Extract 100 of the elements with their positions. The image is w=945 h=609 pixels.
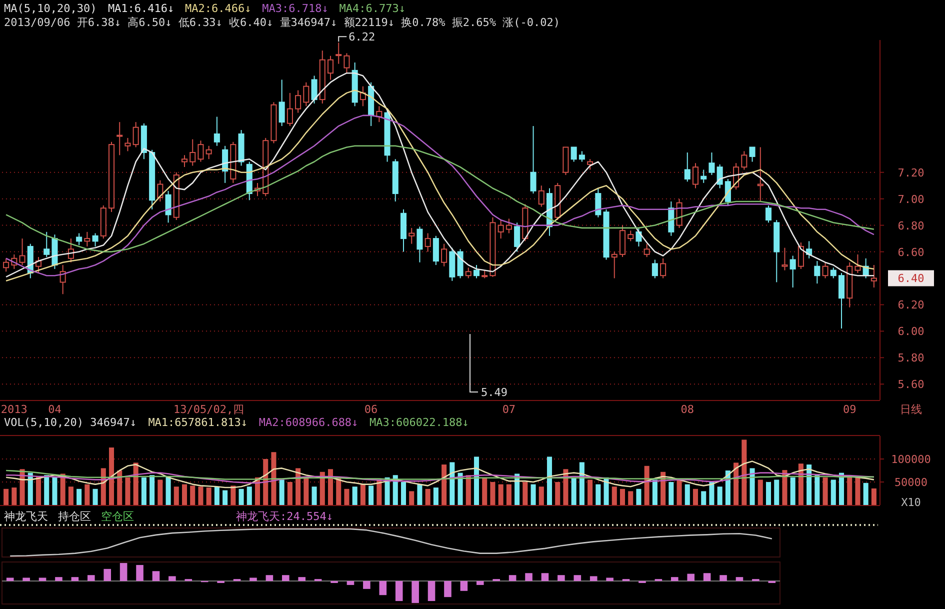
candlestick: [19, 238, 26, 266]
candlestick: [473, 264, 480, 279]
text: 空仓区: [101, 510, 134, 523]
text: MA3:6.718↓: [262, 2, 328, 15]
bar: [363, 581, 370, 589]
bar: [676, 480, 682, 505]
bar: [150, 475, 155, 505]
x-tick-label: 07: [502, 403, 516, 416]
bar: [482, 477, 488, 505]
candlestick: [327, 55, 334, 80]
candlestick: [724, 178, 731, 206]
bar: [750, 468, 755, 505]
y-tick-label: 7.00: [898, 192, 924, 206]
bar: [108, 448, 114, 505]
bar: [287, 482, 292, 505]
bar: [412, 581, 419, 603]
candlestick: [506, 218, 512, 234]
text: 6.40: [898, 272, 924, 286]
chart-title: VOL(5,10,20) 346947↓: [4, 416, 136, 429]
candlestick: [498, 220, 504, 240]
bar: [266, 575, 274, 582]
bar: [717, 486, 722, 505]
bar: [433, 488, 438, 505]
candlestick: [68, 238, 74, 263]
bar: [636, 488, 642, 505]
bar: [460, 581, 468, 591]
bar: [692, 488, 698, 505]
text: MA3:606022.188↓: [370, 416, 469, 429]
line-series: [5, 460, 875, 488]
bar: [855, 477, 860, 505]
candlestick: [132, 122, 139, 148]
bar: [498, 484, 504, 505]
bar: [814, 475, 820, 505]
bar: [522, 482, 528, 505]
bar: [612, 486, 617, 505]
bar: [71, 577, 79, 582]
bar: [214, 486, 220, 505]
bar: [328, 469, 334, 505]
bar: [790, 477, 796, 505]
bar: [117, 470, 122, 505]
candlestick: [644, 243, 650, 258]
candlestick: [619, 224, 626, 258]
candlestick: [165, 190, 172, 224]
candlestick: [124, 137, 131, 152]
bar: [742, 440, 747, 505]
candlestick: [700, 169, 707, 184]
line-series: [5, 472, 875, 484]
bar: [863, 482, 868, 505]
bar: [574, 575, 582, 582]
candlestick: [84, 231, 90, 247]
bar: [596, 484, 601, 505]
x-tick-label: 06: [364, 403, 378, 416]
candlestick: [660, 258, 666, 279]
bar: [158, 480, 163, 505]
candlestick: [838, 272, 845, 330]
bar: [312, 486, 317, 505]
bar: [400, 482, 406, 505]
bar: [52, 477, 58, 505]
bar: [44, 475, 50, 505]
bar: [352, 486, 358, 505]
candlestick: [214, 116, 220, 146]
bar: [563, 469, 568, 505]
bar: [238, 488, 244, 505]
candlestick: [716, 164, 723, 189]
candlestick: [757, 146, 764, 202]
bar: [450, 462, 455, 505]
bar: [282, 575, 290, 582]
bar: [628, 491, 634, 505]
line-series: [5, 145, 875, 252]
bar: [222, 490, 228, 505]
y-tick-label: 100000: [891, 453, 931, 466]
text: MA1:6.416↓: [108, 2, 174, 15]
x-tick-label: 13/05/02,四: [174, 403, 244, 416]
bar: [668, 482, 674, 505]
candlestick: [830, 267, 836, 279]
candlestick: [116, 122, 123, 156]
candlestick: [303, 82, 310, 107]
bar: [168, 576, 176, 582]
bar: [830, 480, 836, 505]
candlestick: [822, 262, 828, 279]
candlestick: [652, 259, 658, 279]
text: MA4:6.773↓: [339, 2, 406, 15]
bar: [271, 452, 276, 505]
bar: [88, 575, 95, 582]
x-tick-label: 09: [842, 403, 856, 416]
bar: [84, 484, 90, 505]
candlestick: [870, 264, 877, 288]
bar: [538, 486, 544, 505]
bar: [296, 468, 301, 505]
bar: [546, 456, 552, 505]
bar: [684, 484, 690, 505]
line-series: [5, 470, 875, 480]
y-tick-label: 6.20: [898, 298, 924, 312]
annotation: 6.22: [348, 30, 376, 44]
candlestick: [336, 42, 342, 64]
chart-subtitle: 2013/09/06 开6.38↓ 高6.50↓ 低6.33↓ 收6.40↓ 量346947↓ 额22119↓ 换0.78% 振2.65% 涨(-0.02): [4, 16, 560, 29]
bar: [822, 477, 828, 505]
candlestick: [514, 222, 520, 252]
bar: [444, 581, 452, 598]
bar: [701, 491, 706, 505]
